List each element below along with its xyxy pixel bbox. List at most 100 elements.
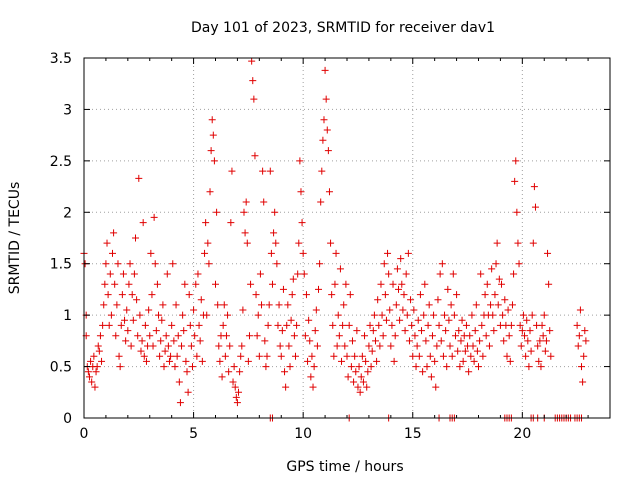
data-point — [179, 311, 187, 319]
data-point — [492, 260, 500, 268]
data-point — [338, 357, 346, 365]
data-point — [112, 332, 120, 340]
data-point — [373, 357, 381, 365]
data-point — [404, 249, 412, 257]
data-point — [434, 296, 442, 304]
data-point — [389, 280, 397, 288]
data-point — [505, 332, 513, 340]
data-point — [540, 311, 548, 319]
data-point — [335, 332, 343, 340]
data-point — [416, 291, 424, 299]
data-point — [421, 280, 429, 288]
data-point — [521, 332, 529, 340]
data-point — [260, 198, 268, 206]
data-point — [457, 337, 465, 345]
data-point — [282, 383, 290, 391]
data-point — [214, 301, 222, 309]
data-point — [219, 321, 227, 329]
x-tick-label: 10 — [294, 426, 312, 442]
data-point — [479, 352, 487, 360]
data-point — [413, 342, 421, 350]
data-point — [468, 311, 476, 319]
data-point — [385, 270, 393, 278]
data-point — [494, 301, 502, 309]
data-point — [135, 174, 143, 182]
data-point — [233, 399, 241, 407]
data-point — [241, 229, 249, 237]
data-point — [462, 321, 470, 329]
y-tick-label: 3 — [63, 102, 72, 118]
data-point — [231, 383, 239, 391]
data-point — [195, 321, 203, 329]
data-point — [137, 347, 145, 355]
data-point — [149, 342, 157, 350]
data-point — [453, 291, 461, 299]
data-point — [374, 296, 382, 304]
data-point — [536, 337, 544, 345]
data-point — [201, 249, 209, 257]
data-point — [469, 342, 477, 350]
data-point — [547, 352, 555, 360]
data-point — [357, 373, 365, 381]
data-point — [310, 363, 318, 371]
data-point — [363, 383, 371, 391]
data-point — [247, 280, 255, 288]
data-point — [408, 321, 416, 329]
data-point — [398, 280, 406, 288]
data-point — [142, 357, 150, 365]
data-point — [510, 270, 518, 278]
data-point — [500, 337, 508, 345]
data-point — [318, 167, 326, 175]
data-point — [288, 291, 296, 299]
data-point — [574, 342, 582, 350]
data-point — [157, 337, 165, 345]
data-point — [285, 342, 293, 350]
data-point — [203, 311, 211, 319]
data-point — [336, 265, 344, 273]
data-point — [351, 352, 359, 360]
data-point — [467, 352, 475, 360]
data-point — [92, 368, 100, 376]
data-point — [103, 239, 111, 247]
data-point — [396, 316, 404, 324]
data-point — [283, 321, 291, 329]
data-point — [458, 316, 466, 324]
data-point — [332, 249, 340, 257]
data-point — [88, 378, 96, 386]
data-point — [249, 77, 257, 85]
data-point — [183, 368, 191, 376]
data-point — [255, 352, 263, 360]
data-point — [535, 357, 543, 365]
data-point — [187, 342, 195, 350]
data-point — [277, 352, 285, 360]
data-point — [515, 260, 523, 268]
data-point — [438, 260, 446, 268]
data-point — [490, 327, 498, 335]
data-point — [160, 363, 168, 371]
data-point — [523, 316, 531, 324]
data-point — [193, 352, 201, 360]
data-point — [362, 357, 370, 365]
data-point — [281, 368, 289, 376]
data-point — [119, 270, 127, 278]
data-point — [483, 280, 491, 288]
data-point — [344, 373, 352, 381]
data-point — [366, 321, 374, 329]
data-point — [501, 296, 509, 304]
data-point — [208, 116, 216, 124]
data-point — [578, 363, 586, 371]
x-tick-label: 0 — [80, 426, 89, 442]
data-point — [334, 311, 342, 319]
data-point — [264, 321, 272, 329]
x-tick-label: 20 — [513, 426, 531, 442]
data-point — [355, 363, 363, 371]
data-point — [94, 342, 102, 350]
data-point — [391, 332, 399, 340]
data-point — [185, 291, 193, 299]
data-point — [380, 260, 388, 268]
data-point — [141, 321, 149, 329]
data-point — [352, 368, 360, 376]
data-point — [418, 327, 426, 335]
data-point — [224, 311, 232, 319]
data-point — [381, 291, 389, 299]
